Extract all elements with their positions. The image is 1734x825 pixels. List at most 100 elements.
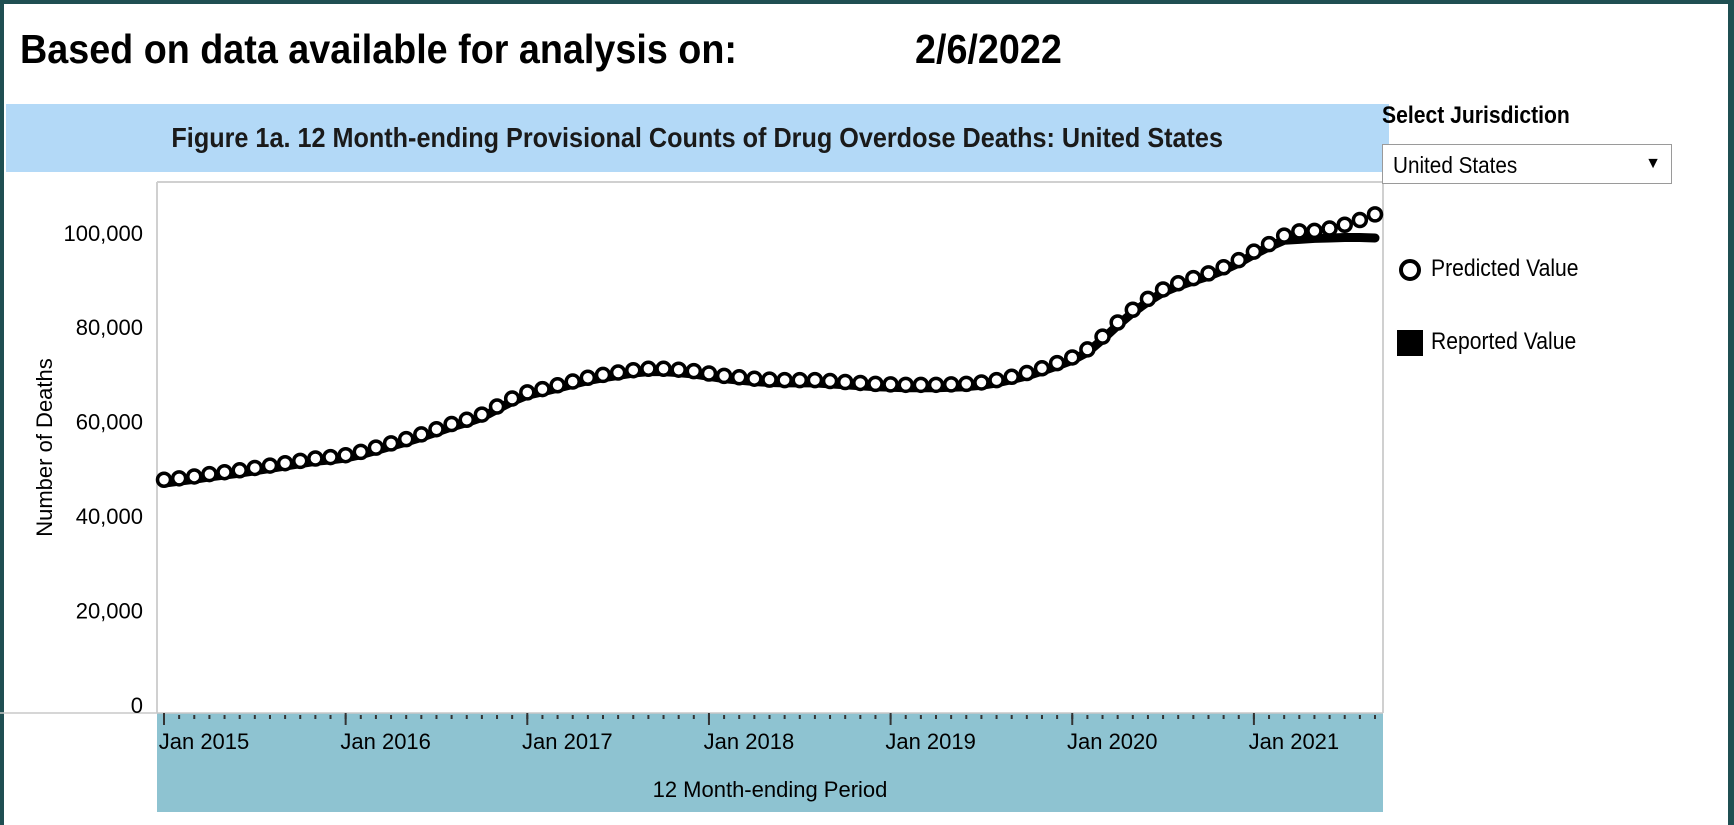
x-axis-band bbox=[157, 713, 1383, 812]
x-minor-tick bbox=[601, 715, 604, 719]
x-minor-tick bbox=[950, 715, 953, 719]
predicted-point bbox=[519, 384, 536, 401]
x-minor-tick bbox=[1056, 715, 1059, 719]
predicted-point bbox=[1124, 301, 1142, 318]
x-minor-tick bbox=[1222, 715, 1225, 719]
predicted-point bbox=[1003, 368, 1020, 386]
predicted-point bbox=[549, 377, 566, 394]
x-minor-tick bbox=[511, 715, 514, 719]
predicted-point bbox=[1200, 265, 1217, 282]
x-minor-tick bbox=[253, 715, 256, 719]
y-tick-label: 20,000 bbox=[76, 599, 143, 624]
predicted-point bbox=[730, 369, 748, 386]
x-minor-tick bbox=[1025, 715, 1028, 719]
y-tick-label: 80,000 bbox=[76, 315, 143, 340]
x-minor-tick bbox=[662, 715, 665, 719]
x-minor-tick bbox=[586, 715, 589, 719]
x-tick-label: Jan 2015 bbox=[159, 729, 250, 754]
predicted-point bbox=[443, 415, 460, 433]
x-minor-tick bbox=[738, 715, 741, 719]
predicted-point bbox=[216, 463, 233, 481]
x-minor-tick bbox=[783, 715, 786, 719]
analysis-header: Based on data available for analysis on:… bbox=[20, 26, 1120, 82]
predicted-point bbox=[791, 371, 809, 389]
x-tick-label: Jan 2020 bbox=[1067, 729, 1158, 754]
open-circle-icon bbox=[1399, 259, 1421, 281]
x-axis-title: 12 Month-ending Period bbox=[653, 777, 888, 802]
predicted-point bbox=[307, 450, 324, 467]
predicted-point bbox=[1215, 259, 1232, 276]
predicted-point bbox=[1185, 269, 1202, 287]
predicted-point bbox=[1321, 220, 1338, 237]
y-tick-label: 0 bbox=[131, 693, 143, 718]
x-minor-tick bbox=[1192, 715, 1195, 719]
predicted-point bbox=[867, 375, 884, 393]
x-minor-tick bbox=[299, 715, 302, 719]
predicted-point bbox=[942, 376, 960, 393]
x-minor-tick bbox=[390, 715, 393, 719]
predicted-point bbox=[640, 360, 657, 378]
x-minor-tick bbox=[844, 715, 847, 719]
y-tick-label: 40,000 bbox=[76, 504, 143, 529]
x-minor-tick bbox=[980, 715, 983, 719]
legend-item-predicted[interactable]: Predicted Value bbox=[1397, 251, 1617, 287]
predicted-point bbox=[413, 426, 430, 443]
predicted-point bbox=[958, 375, 975, 393]
predicted-point bbox=[806, 371, 824, 389]
x-minor-tick bbox=[268, 715, 271, 719]
predicted-point bbox=[897, 376, 914, 394]
x-minor-tick bbox=[359, 715, 362, 719]
predicted-point bbox=[1018, 364, 1036, 382]
predicted-point bbox=[1048, 354, 1066, 372]
predicted-point bbox=[1366, 206, 1384, 223]
x-minor-tick bbox=[284, 715, 287, 719]
x-minor-tick bbox=[859, 715, 862, 719]
dropdown-arrow-icon[interactable]: ▼ bbox=[1645, 155, 1661, 172]
predicted-point bbox=[1139, 290, 1157, 308]
x-minor-tick bbox=[617, 715, 620, 719]
x-minor-tick bbox=[677, 715, 680, 719]
predicted-point bbox=[337, 446, 354, 464]
legend-item-reported[interactable]: Reported Value bbox=[1397, 324, 1617, 360]
predicted-point bbox=[609, 364, 627, 381]
predicted-point bbox=[1033, 360, 1051, 377]
x-minor-tick bbox=[1298, 715, 1301, 719]
x-minor-tick bbox=[965, 715, 968, 719]
predicted-point bbox=[761, 371, 778, 388]
predicted-point bbox=[276, 454, 294, 472]
predicted-point bbox=[1336, 216, 1353, 233]
predicted-point bbox=[1064, 349, 1081, 366]
predicted-point bbox=[988, 371, 1005, 389]
x-minor-tick bbox=[465, 715, 468, 719]
y-axis-title: Number of Deaths bbox=[32, 358, 57, 537]
predicted-point bbox=[852, 374, 869, 392]
x-minor-tick bbox=[541, 715, 544, 719]
x-tick-label: Jan 2016 bbox=[340, 729, 431, 754]
predicted-point bbox=[291, 452, 309, 470]
x-minor-tick bbox=[1101, 715, 1104, 719]
predicted-point bbox=[1109, 314, 1126, 331]
predicted-point bbox=[352, 443, 370, 461]
x-minor-tick bbox=[647, 715, 650, 719]
x-minor-tick bbox=[193, 715, 196, 719]
predicted-point bbox=[534, 380, 551, 398]
x-minor-tick bbox=[1040, 715, 1043, 719]
predicted-point bbox=[655, 360, 672, 378]
jurisdiction-selected-value: United States bbox=[1393, 152, 1518, 178]
chart-title: Figure 1a. 12 Month-ending Provisional C… bbox=[171, 122, 1224, 153]
predicted-point bbox=[746, 370, 763, 387]
predicted-point bbox=[927, 376, 945, 394]
x-minor-tick bbox=[223, 715, 226, 719]
predicted-point bbox=[564, 373, 581, 390]
y-tick-label: 60,000 bbox=[76, 410, 143, 435]
predicted-point bbox=[186, 468, 203, 485]
jurisdiction-dropdown[interactable]: United States ▼ bbox=[1382, 144, 1672, 184]
x-minor-tick bbox=[723, 715, 726, 719]
predicted-point bbox=[503, 390, 521, 407]
x-minor-tick bbox=[208, 715, 211, 719]
predicted-point bbox=[1230, 251, 1248, 269]
x-minor-tick bbox=[450, 715, 453, 719]
x-minor-tick bbox=[1177, 715, 1180, 719]
legend-label-predicted: Predicted Value bbox=[1431, 255, 1579, 282]
predicted-point bbox=[973, 374, 990, 391]
